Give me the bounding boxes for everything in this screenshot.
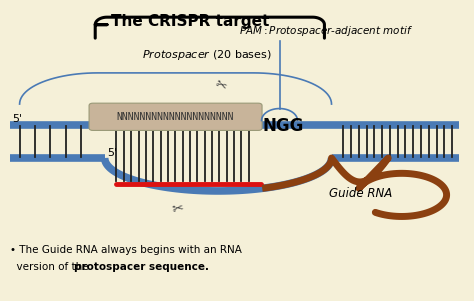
Text: $\it{Protospacer}$ (20 bases): $\it{Protospacer}$ (20 bases): [143, 48, 272, 62]
Text: protospacer sequence.: protospacer sequence.: [74, 262, 209, 272]
Text: version of the: version of the: [10, 262, 92, 272]
Text: NNNNNNNNNNNNNNNNNNNN: NNNNNNNNNNNNNNNNNNNN: [117, 112, 234, 122]
Text: NGG: NGG: [263, 116, 304, 135]
Text: The CRISPR target: The CRISPR target: [110, 14, 269, 29]
Text: Guide RNA: Guide RNA: [329, 188, 392, 200]
Text: 5': 5': [12, 114, 23, 124]
Text: 5': 5': [107, 148, 117, 159]
Text: $\it{PAM: Protospacer}$-$\it{adjacent\ motif}$: $\it{PAM: Protospacer}$-$\it{adjacent\ m…: [239, 24, 414, 38]
Text: ✂: ✂: [171, 201, 185, 217]
Text: ✂: ✂: [212, 77, 228, 95]
FancyBboxPatch shape: [89, 103, 262, 130]
Text: • The Guide RNA always begins with an RNA: • The Guide RNA always begins with an RN…: [10, 245, 242, 255]
